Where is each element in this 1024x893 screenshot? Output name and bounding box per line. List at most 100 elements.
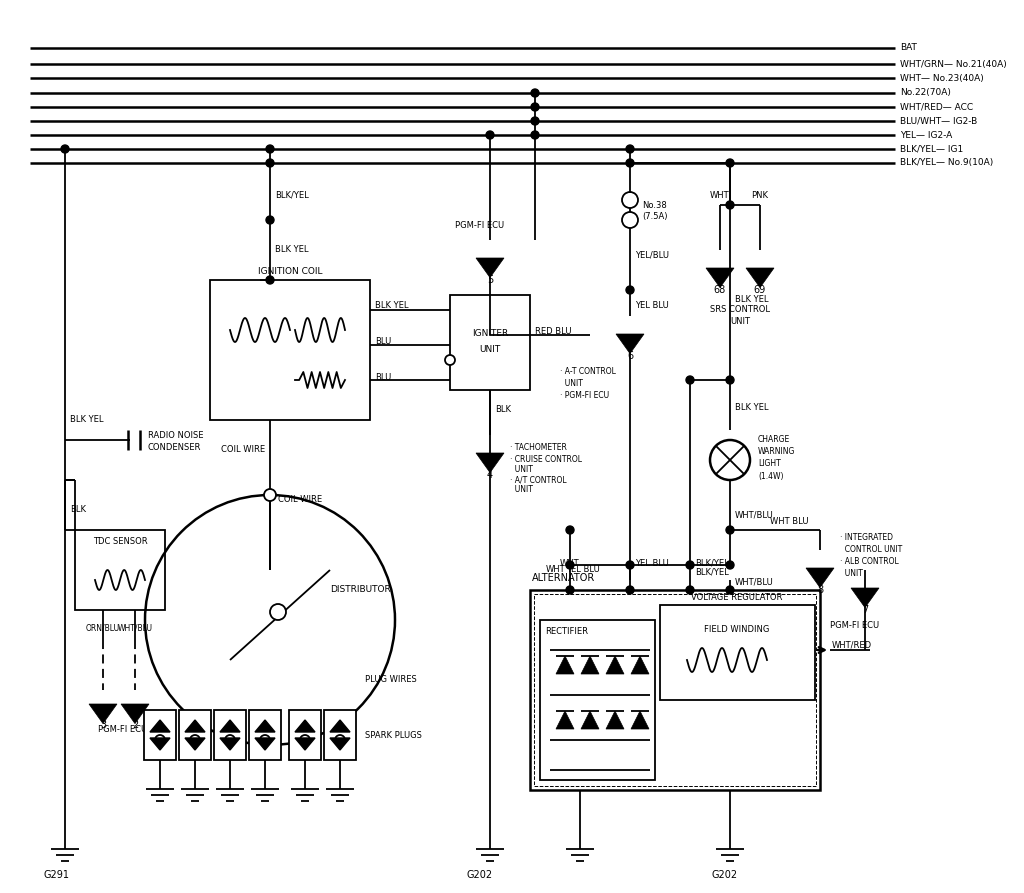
Circle shape <box>335 735 345 745</box>
Text: YEL BLU: YEL BLU <box>635 558 669 567</box>
Text: CHARGE: CHARGE <box>758 436 791 445</box>
Polygon shape <box>851 588 879 607</box>
Circle shape <box>266 159 274 167</box>
Circle shape <box>726 376 734 384</box>
Text: BLK: BLK <box>495 405 511 414</box>
Circle shape <box>266 216 274 224</box>
Polygon shape <box>606 656 624 674</box>
Polygon shape <box>706 268 734 288</box>
Circle shape <box>726 526 734 534</box>
Text: 7: 7 <box>862 605 868 615</box>
Text: No.38: No.38 <box>642 201 667 210</box>
Text: · TACHOMETER: · TACHOMETER <box>510 444 567 453</box>
Text: WHT/RED— ACC: WHT/RED— ACC <box>900 103 973 112</box>
Text: SRS CONTROL: SRS CONTROL <box>710 305 770 314</box>
Circle shape <box>566 586 574 594</box>
Polygon shape <box>631 711 649 729</box>
Circle shape <box>726 201 734 209</box>
Circle shape <box>190 735 200 745</box>
Text: YEL BLU: YEL BLU <box>635 301 669 310</box>
Text: IGNITER: IGNITER <box>472 330 508 338</box>
Polygon shape <box>89 704 117 723</box>
Text: YEL— IG2-A: YEL— IG2-A <box>900 130 952 139</box>
Text: BLK YEL: BLK YEL <box>735 296 768 305</box>
Text: BLK YEL: BLK YEL <box>70 415 103 424</box>
Text: 69: 69 <box>754 285 766 295</box>
Bar <box>534 594 816 786</box>
Bar <box>210 280 370 420</box>
Text: BLK YEL: BLK YEL <box>375 302 409 311</box>
Text: WHT— No.23(40A): WHT— No.23(40A) <box>900 73 984 82</box>
Polygon shape <box>255 720 275 732</box>
Polygon shape <box>185 738 205 750</box>
Text: BLK/YEL— No.9(10A): BLK/YEL— No.9(10A) <box>900 158 993 168</box>
Text: WHT/BLU: WHT/BLU <box>735 511 774 520</box>
Polygon shape <box>295 720 315 732</box>
Text: COIL WIRE: COIL WIRE <box>278 496 323 505</box>
Text: RED BLU: RED BLU <box>535 328 571 337</box>
Polygon shape <box>330 720 350 732</box>
Text: 2: 2 <box>132 720 138 730</box>
Polygon shape <box>631 656 649 674</box>
Circle shape <box>686 561 694 569</box>
Text: BLK: BLK <box>70 505 86 514</box>
Text: 4: 4 <box>487 470 494 480</box>
Text: PNK: PNK <box>752 190 768 199</box>
Text: PLUG WIRES: PLUG WIRES <box>365 675 417 685</box>
Circle shape <box>270 604 286 620</box>
Text: WHT: WHT <box>560 558 580 567</box>
Bar <box>289 710 321 760</box>
Polygon shape <box>476 453 504 472</box>
Text: PGM-FI ECU: PGM-FI ECU <box>98 725 147 735</box>
Text: (7.5A): (7.5A) <box>642 213 668 221</box>
Text: 8: 8 <box>817 585 823 595</box>
Text: TDC SENSOR: TDC SENSOR <box>93 538 147 547</box>
Text: WARNING: WARNING <box>758 447 796 456</box>
Bar <box>249 710 281 760</box>
Text: 6: 6 <box>627 351 633 361</box>
Text: WHT BLU: WHT BLU <box>770 518 809 527</box>
Text: · PGM-FI ECU: · PGM-FI ECU <box>560 390 609 399</box>
Text: LIGHT: LIGHT <box>758 460 780 469</box>
Circle shape <box>300 735 310 745</box>
Polygon shape <box>746 268 774 288</box>
Circle shape <box>626 586 634 594</box>
Text: BLK YEL: BLK YEL <box>275 246 308 255</box>
Circle shape <box>626 561 634 569</box>
Text: · A-T CONTROL: · A-T CONTROL <box>560 366 615 375</box>
Polygon shape <box>295 738 315 750</box>
Polygon shape <box>330 738 350 750</box>
Text: No.22(70A): No.22(70A) <box>900 88 951 97</box>
Text: ORN/BLU: ORN/BLU <box>86 623 120 632</box>
Text: WHT/BLU: WHT/BLU <box>118 623 153 632</box>
Circle shape <box>626 145 634 153</box>
Circle shape <box>686 376 694 384</box>
Text: DISTRIBUTOR: DISTRIBUTOR <box>330 586 391 595</box>
Polygon shape <box>255 738 275 750</box>
Bar <box>324 710 356 760</box>
Text: · INTEGRATED: · INTEGRATED <box>840 533 893 543</box>
Text: YEL BLU: YEL BLU <box>566 565 600 574</box>
Text: BLK/YEL: BLK/YEL <box>695 558 729 567</box>
Bar <box>530 590 820 790</box>
Polygon shape <box>121 704 150 723</box>
Circle shape <box>626 286 634 294</box>
Text: 5: 5 <box>486 275 494 285</box>
Bar <box>144 710 176 760</box>
Polygon shape <box>616 334 644 354</box>
Circle shape <box>531 131 539 139</box>
Circle shape <box>264 489 276 501</box>
Circle shape <box>686 586 694 594</box>
Text: · CRUISE CONTROL: · CRUISE CONTROL <box>510 455 582 464</box>
Text: 68: 68 <box>714 285 726 295</box>
Circle shape <box>531 89 539 97</box>
Text: BLU: BLU <box>375 338 391 346</box>
Circle shape <box>260 735 270 745</box>
Text: UNIT: UNIT <box>560 379 583 388</box>
Polygon shape <box>150 720 170 732</box>
Text: YEL/BLU: YEL/BLU <box>635 251 669 260</box>
Text: BLK/YEL: BLK/YEL <box>275 190 309 199</box>
Text: WHT: WHT <box>546 565 565 574</box>
Polygon shape <box>220 720 240 732</box>
Text: RECTIFIER: RECTIFIER <box>545 628 588 637</box>
